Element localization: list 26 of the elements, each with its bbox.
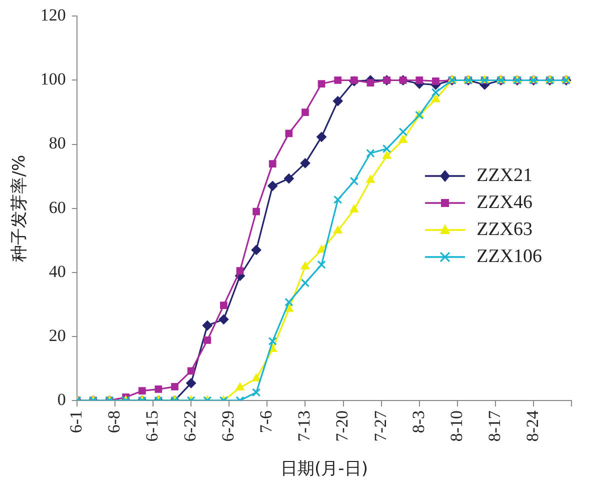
legend-label: ZZX63 (476, 218, 533, 240)
x-tick-label: 6-29 (218, 410, 238, 442)
x-axis-title: 日期(月-日) (280, 459, 368, 480)
y-tick-label: 100 (40, 70, 66, 89)
y-tick-label: 60 (48, 198, 66, 217)
y-tick-label: 120 (40, 6, 66, 25)
y-tick-label: 80 (48, 134, 66, 153)
x-tick-label: 7-27 (370, 410, 390, 442)
legend-label: ZZX21 (476, 164, 533, 186)
x-tick-label: 7-20 (332, 410, 352, 442)
y-axis-title: 种子发芽率/% (10, 154, 30, 262)
legend-label: ZZX106 (476, 246, 542, 268)
x-tick-label: 6-1 (66, 410, 86, 434)
y-tick-label: 0 (57, 390, 66, 409)
x-tick-label: 7-6 (256, 410, 276, 434)
legend-label: ZZX46 (476, 192, 533, 214)
x-tick-label: 8-24 (523, 410, 542, 442)
x-tick-label: 7-13 (294, 410, 314, 442)
x-tick-label: 8-17 (484, 410, 504, 442)
x-tick-label: 6-15 (142, 410, 162, 442)
y-tick-label: 20 (48, 326, 66, 345)
x-tick-label: 8-3 (408, 410, 428, 434)
x-tick-label: 6-22 (180, 410, 200, 442)
y-tick-label: 40 (48, 262, 66, 281)
x-tick-label: 6-8 (104, 410, 124, 434)
x-tick-label: 8-10 (446, 410, 466, 442)
